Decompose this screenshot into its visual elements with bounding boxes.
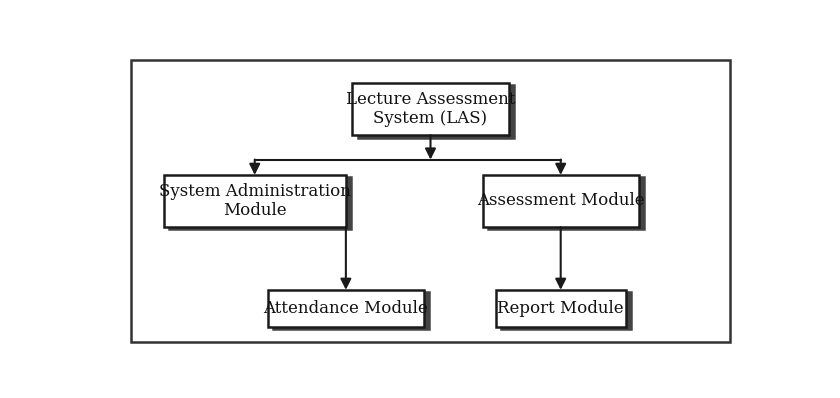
Bar bbox=[353, 83, 509, 135]
Bar bbox=[268, 290, 424, 327]
Text: Lecture Assessment
System (LAS): Lecture Assessment System (LAS) bbox=[346, 91, 515, 127]
Bar bbox=[164, 175, 346, 227]
Text: Assessment Module: Assessment Module bbox=[477, 193, 644, 209]
Bar bbox=[488, 178, 644, 230]
Text: Report Module: Report Module bbox=[497, 300, 624, 317]
Bar bbox=[358, 86, 514, 138]
Bar bbox=[501, 292, 631, 329]
Text: Attendance Module: Attendance Module bbox=[264, 300, 428, 317]
Text: System Administration
Module: System Administration Module bbox=[159, 183, 350, 219]
Bar bbox=[273, 292, 429, 329]
Bar bbox=[169, 178, 351, 230]
Bar bbox=[482, 175, 638, 227]
Bar bbox=[496, 290, 626, 327]
